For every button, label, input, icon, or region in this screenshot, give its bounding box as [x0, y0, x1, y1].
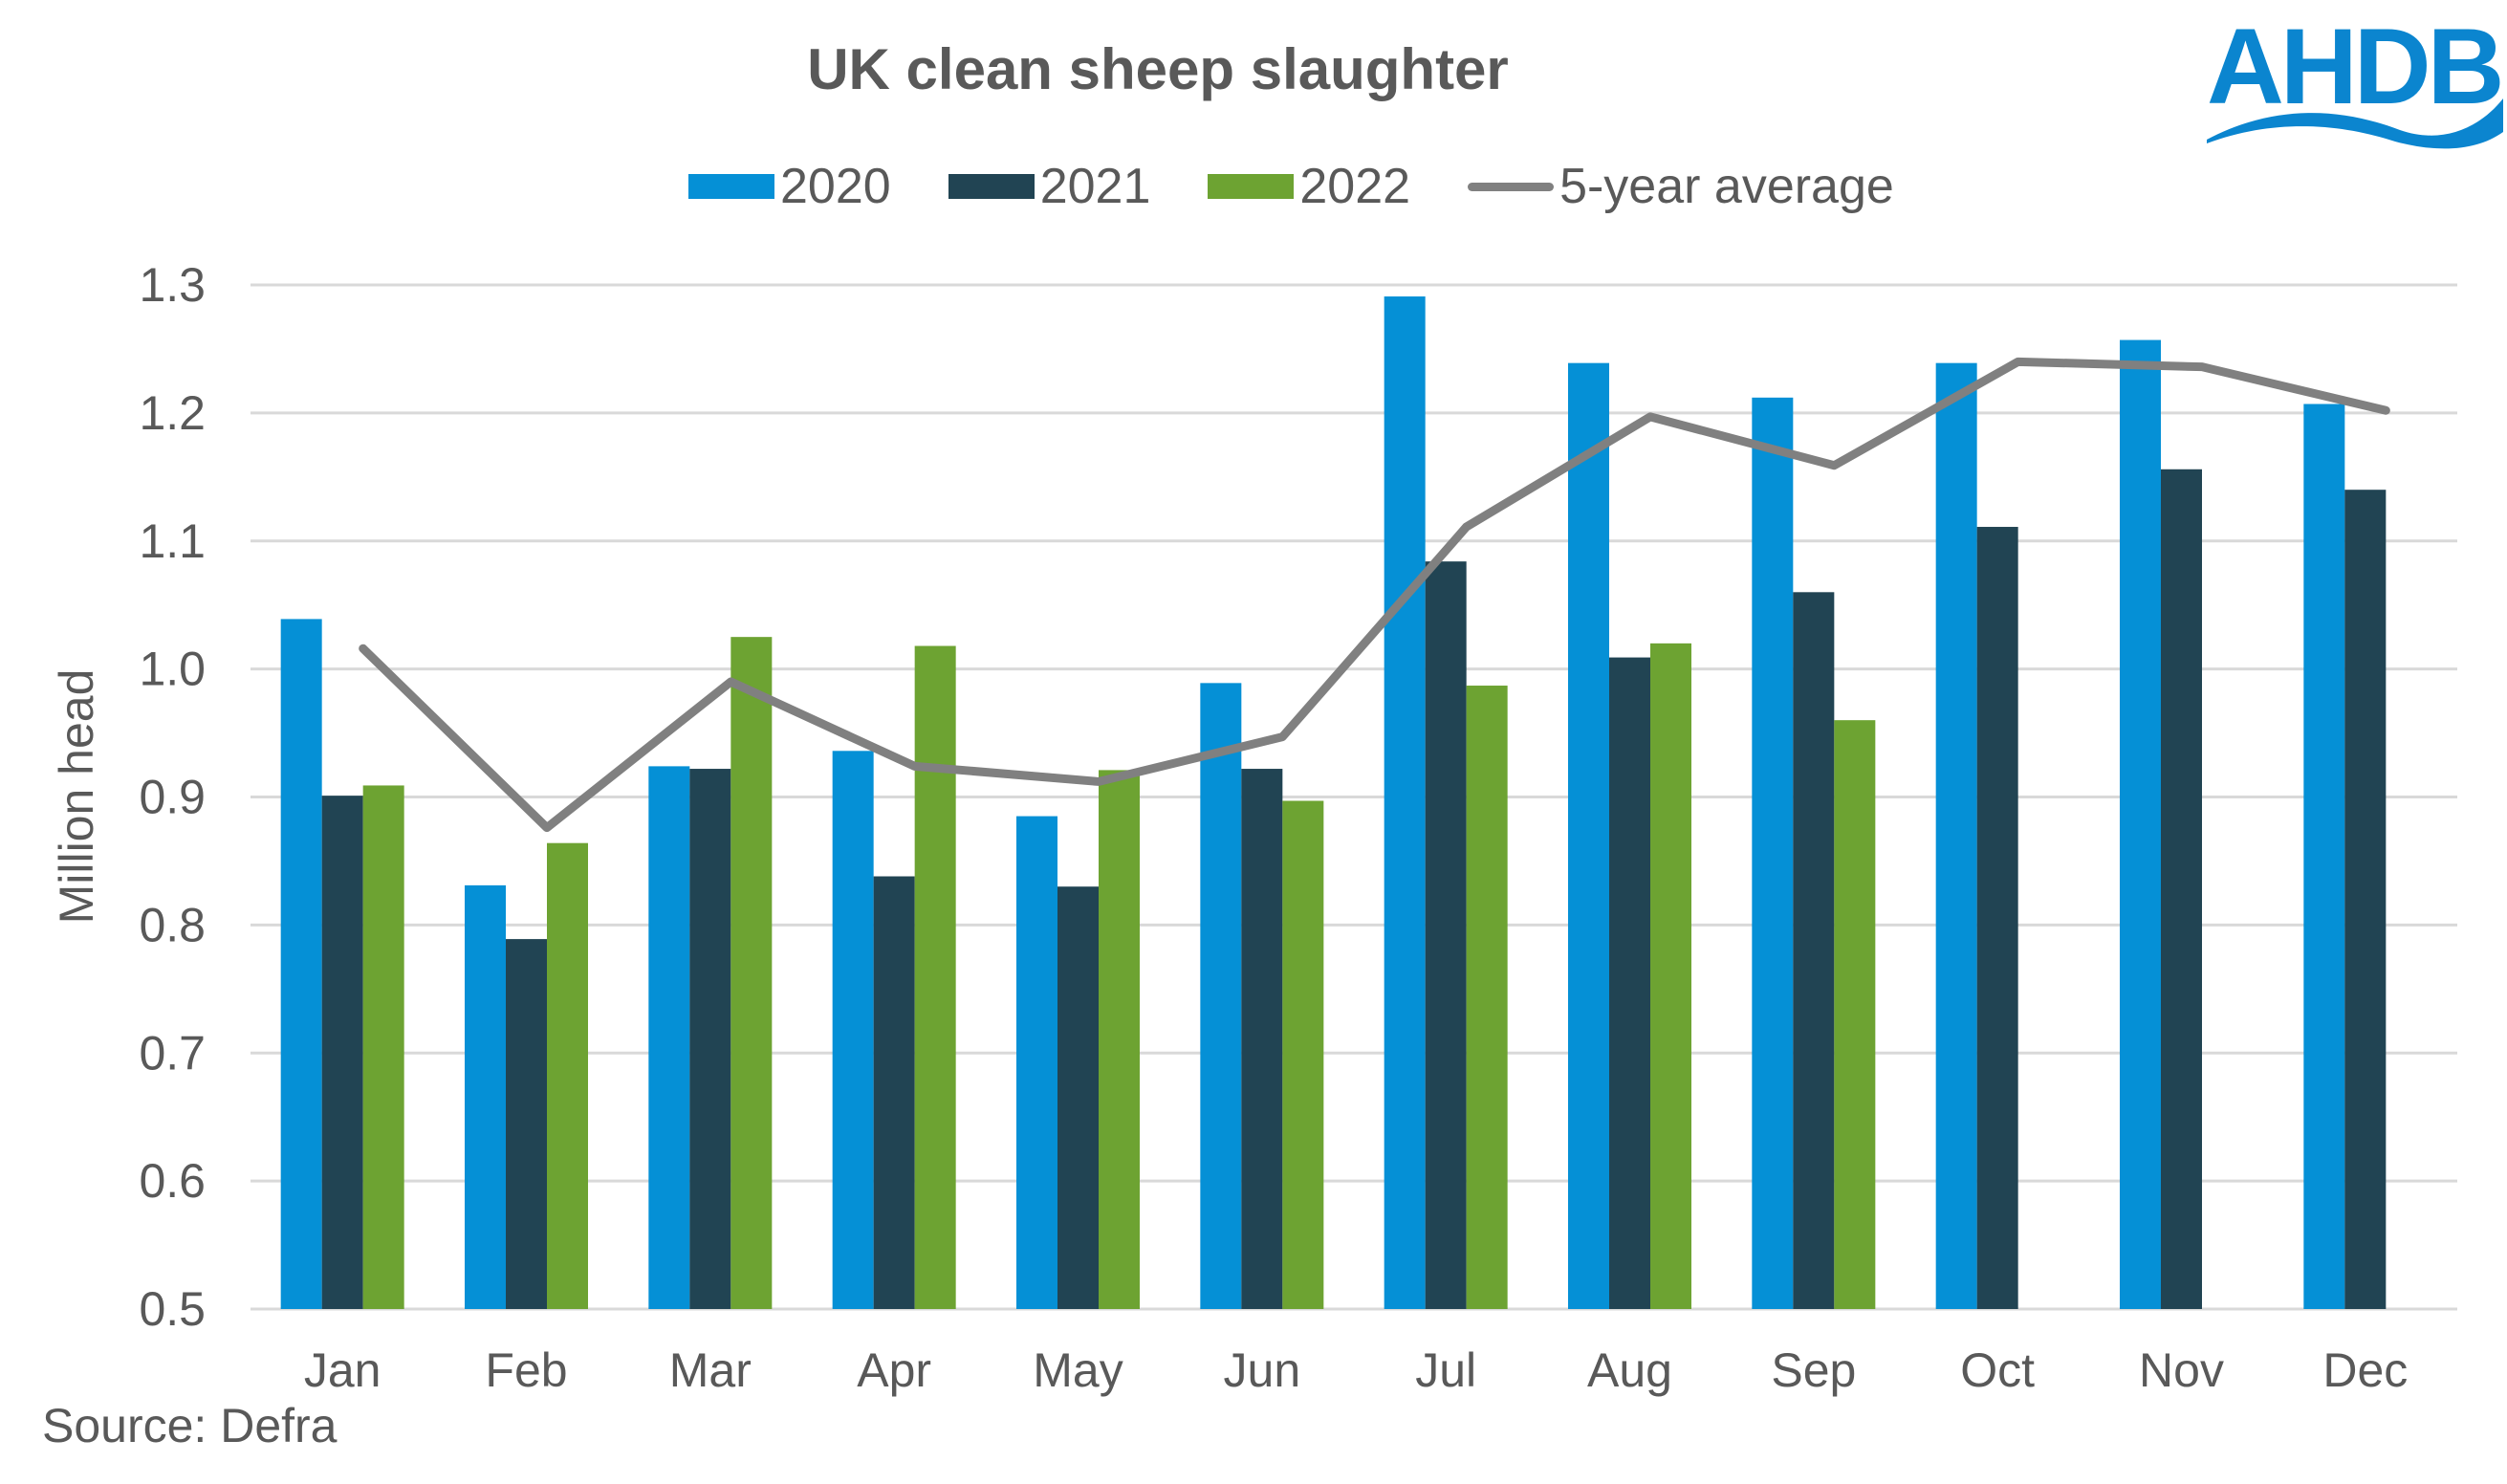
y-axis-label: Million head: [50, 669, 103, 925]
legend-swatch-2020: [688, 174, 774, 199]
bar-2020-Dec: [2303, 404, 2345, 1309]
bar-2021-May: [1057, 886, 1099, 1309]
x-tick-label: Oct: [1960, 1343, 2035, 1397]
bar-2021-Jan: [321, 796, 363, 1309]
x-tick-label: Mar: [669, 1343, 752, 1397]
bar-2022-Apr: [914, 645, 956, 1309]
bar-2020-Oct: [1935, 362, 1977, 1309]
y-tick-label: 1.3: [139, 258, 206, 312]
bar-2020-Nov: [2120, 339, 2161, 1309]
bar-2020-Mar: [648, 766, 690, 1309]
legend-item-2022: 2022: [1208, 158, 1410, 215]
x-tick-label: Feb: [485, 1343, 567, 1397]
ahdb-logo: AHDB: [2199, 7, 2505, 151]
bar-2020-Jan: [280, 619, 322, 1309]
bar-2021-Mar: [689, 769, 731, 1309]
bar-2020-May: [1016, 816, 1057, 1309]
bar-2022-Aug: [1650, 643, 1691, 1309]
y-tick-label: 0.6: [139, 1154, 206, 1208]
source-note: Source: Defra: [42, 1399, 338, 1452]
line-5-year-average: [359, 357, 2390, 833]
bar-2022-May: [1099, 770, 1140, 1309]
legend-item-average: 5-year average: [1468, 158, 1894, 215]
bar-2021-Jun: [1241, 769, 1283, 1309]
y-tick-label: 1.1: [139, 514, 206, 568]
legend-swatch-2021: [948, 174, 1035, 199]
legend-item-2021: 2021: [948, 158, 1151, 215]
y-tick-label: 0.8: [139, 898, 206, 951]
bar-2020-Feb: [465, 884, 506, 1309]
bar-2021-Nov: [2161, 469, 2202, 1309]
legend-item-2020: 2020: [688, 158, 891, 215]
bar-2021-Dec: [2344, 490, 2387, 1309]
bar-2021-Apr: [873, 876, 915, 1309]
logo-text: AHDB: [2207, 8, 2501, 126]
bar-2021-Jul: [1425, 561, 1467, 1309]
legend-label-average: 5-year average: [1559, 159, 1894, 214]
bar-2022-Sep: [1834, 720, 1876, 1309]
legend-swatch-average: [1468, 182, 1555, 191]
x-tick-label: Dec: [2322, 1343, 2408, 1397]
x-tick-label: Apr: [857, 1343, 931, 1397]
bar-2021-Oct: [1976, 527, 2018, 1309]
y-tick-label: 0.7: [139, 1026, 206, 1080]
bar-2021-Sep: [1793, 592, 1835, 1309]
bar-2020-Apr: [832, 751, 874, 1309]
bar-2022-Jan: [362, 785, 404, 1309]
y-tick-label: 0.9: [139, 771, 206, 824]
legend-swatch-2022: [1208, 174, 1295, 199]
legend: 2020 2021 2022 5-year average: [688, 158, 1951, 215]
bar-2021-Aug: [1609, 657, 1650, 1309]
legend-label-2021: 2021: [1039, 159, 1151, 214]
bar-2022-Feb: [547, 842, 588, 1309]
y-tick-label: 1.0: [139, 643, 206, 696]
bar-2021-Feb: [506, 939, 547, 1309]
ahdb-logo-graphic: AHDB: [2207, 7, 2505, 149]
x-tick-label: Aug: [1587, 1343, 1672, 1397]
chart-title: UK clean sheep slaughter: [807, 37, 1509, 101]
legend-label-2022: 2022: [1299, 159, 1411, 214]
bar-2020-Aug: [1568, 362, 1609, 1309]
y-tick-label: 0.5: [139, 1282, 206, 1336]
x-tick-label: May: [1033, 1343, 1123, 1397]
x-tick-label: Jun: [1224, 1343, 1301, 1397]
bar-2022-Jun: [1282, 800, 1324, 1309]
logo-wave: [2207, 98, 2503, 149]
x-tick-label: Nov: [2139, 1343, 2224, 1397]
bar-2020-Jun: [1200, 683, 1242, 1309]
bar-2020-Sep: [1752, 397, 1794, 1309]
y-tick-label: 1.2: [139, 386, 206, 440]
x-tick-label: Jul: [1415, 1343, 1476, 1397]
x-tick-label: Jan: [304, 1343, 382, 1397]
legend-label-2020: 2020: [780, 159, 891, 214]
bar-2020-Jul: [1384, 296, 1426, 1310]
bar-2022-Mar: [730, 637, 773, 1309]
x-tick-label: Sep: [1771, 1343, 1856, 1397]
bar-2022-Jul: [1466, 686, 1508, 1309]
